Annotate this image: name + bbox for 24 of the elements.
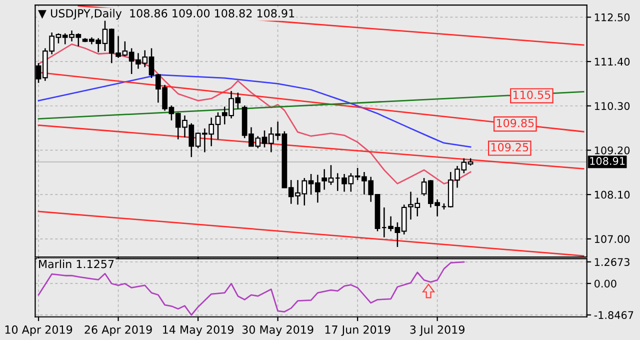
line-series	[38, 44, 472, 184]
x-tick-label: 26 Apr 2019	[84, 325, 152, 336]
y-tick-label: -1.8467	[594, 311, 634, 320]
line-series	[38, 261, 465, 316]
x-tick-label: 10 Apr 2019	[5, 325, 72, 336]
annotation: 110.55	[513, 90, 550, 100]
annotation: 109.25	[491, 143, 528, 152]
chart-title: Marlin 1.1257	[39, 260, 114, 268]
x-tick-label: 17 Jun 2019	[325, 325, 390, 336]
y-tick-label: 110.30	[594, 102, 630, 110]
line-series	[38, 74, 472, 148]
y-tick-label: 108.10	[594, 190, 630, 199]
y-tick-label: 0.00	[594, 280, 616, 288]
y-tick-label: 1.2673	[594, 258, 630, 266]
ref-line-label: 108.91	[590, 157, 625, 165]
x-tick-label: 3 Jul 2019	[410, 325, 464, 336]
annotation: 109.85	[496, 118, 534, 128]
x-tick-label: 30 May 2019	[242, 325, 314, 336]
y-tick-label: 107.00	[594, 235, 630, 244]
y-tick-label: 112.50	[594, 13, 630, 22]
y-tick-label: 109.20	[594, 146, 630, 154]
y-tick-label: 111.40	[594, 58, 630, 66]
x-tick-label: 14 May 2019	[163, 325, 234, 336]
chart-title: ▼ USDJPY,Daily 108.86 109.00 108.82 108.91	[38, 8, 294, 20]
